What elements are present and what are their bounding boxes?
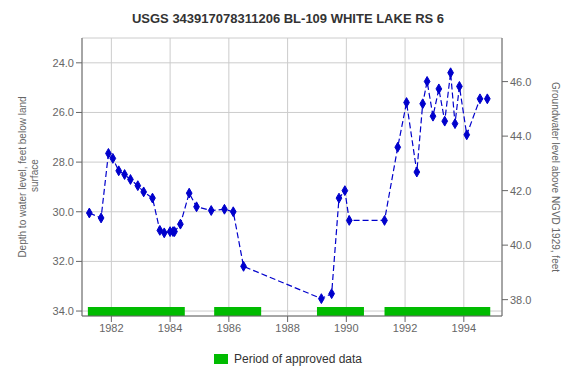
svg-text:1986: 1986 xyxy=(217,322,241,334)
svg-text:1982: 1982 xyxy=(99,322,123,334)
html-text:Period of approved data: Period of approved data xyxy=(234,352,362,366)
svg-text:44.0: 44.0 xyxy=(510,130,531,142)
svg-text:1984: 1984 xyxy=(158,322,182,334)
svg-text:Groundwater level above NGVD 1: Groundwater level above NGVD 1929, feet xyxy=(550,82,561,272)
svg-text:34.0: 34.0 xyxy=(53,305,74,317)
svg-text:28.0: 28.0 xyxy=(53,156,74,168)
svg-text:32.0: 32.0 xyxy=(53,255,74,267)
svg-text:26.0: 26.0 xyxy=(53,106,74,118)
svg-text:38.0: 38.0 xyxy=(510,294,531,306)
svg-text:46.0: 46.0 xyxy=(510,76,531,88)
svg-text:24.0: 24.0 xyxy=(53,57,74,69)
svg-text:40.0: 40.0 xyxy=(510,239,531,251)
svg-text:1990: 1990 xyxy=(334,322,358,334)
svg-text:1992: 1992 xyxy=(393,322,417,334)
svg-text:1994: 1994 xyxy=(452,322,476,334)
svg-text:Depth to water level, feet bel: Depth to water level, feet below land su… xyxy=(17,96,40,257)
svg-text:42.0: 42.0 xyxy=(510,185,531,197)
html-text:USGS 343917078311206 BL-109 WH: USGS 343917078311206 BL-109 WHITE LAKE R… xyxy=(131,11,445,26)
svg-text:1988: 1988 xyxy=(275,322,299,334)
svg-text:30.0: 30.0 xyxy=(53,206,74,218)
